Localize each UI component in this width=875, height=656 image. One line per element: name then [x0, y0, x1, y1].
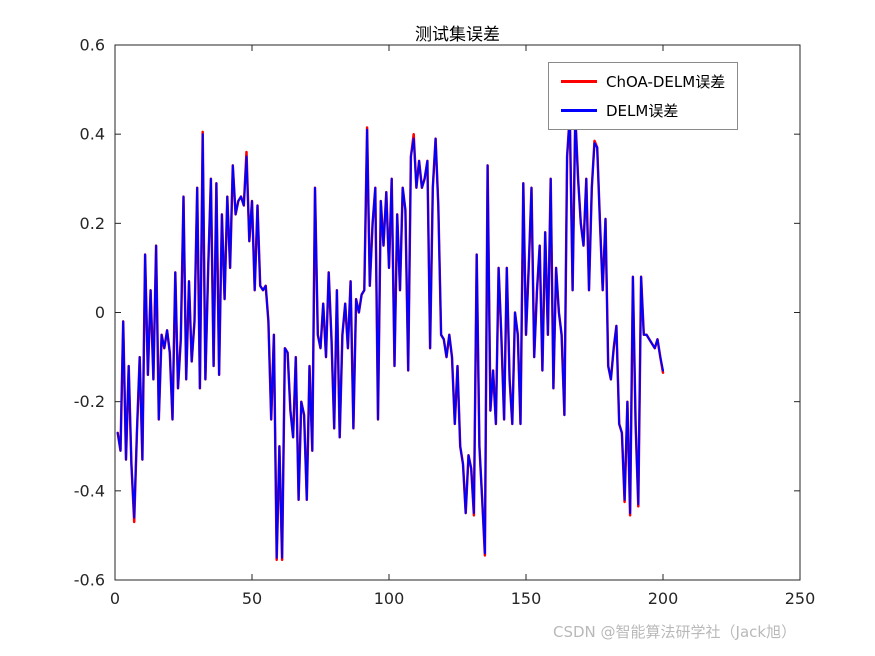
y-tick-label: -0.6 [74, 571, 105, 590]
legend-item: DELM误差 [561, 100, 725, 121]
series-line-DELM误差 [116, 115, 664, 559]
legend-line-swatch [561, 80, 597, 83]
x-tick-label: 100 [374, 589, 405, 608]
x-tick-label: 150 [511, 589, 542, 608]
chart-title: 测试集误差 [415, 25, 500, 45]
x-tick-label: 50 [242, 589, 262, 608]
y-tick-label: -0.4 [74, 481, 105, 500]
legend-label: DELM误差 [606, 102, 679, 120]
x-tick-label: 250 [785, 589, 816, 608]
x-tick-label: 0 [110, 589, 120, 608]
x-tick-label: 200 [648, 589, 679, 608]
y-tick-label: 0.6 [80, 36, 105, 55]
y-tick-label: 0.4 [80, 125, 105, 144]
y-tick-label: -0.2 [74, 392, 105, 411]
legend-label: ChOA-DELM误差 [606, 73, 726, 91]
y-tick-label: 0.2 [80, 214, 105, 233]
y-tick-label: 0 [95, 303, 105, 322]
legend-item: ChOA-DELM误差 [561, 71, 725, 92]
legend: ChOA-DELM误差 DELM误差 [548, 62, 739, 130]
legend-line-swatch [561, 109, 597, 112]
watermark: CSDN @智能算法研学社（Jack旭） [553, 623, 797, 641]
